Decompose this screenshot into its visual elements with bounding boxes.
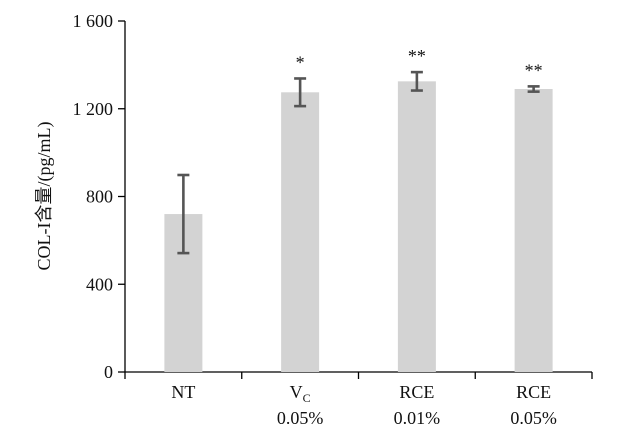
significance-marker: *	[296, 52, 305, 72]
bar	[514, 89, 553, 372]
bars	[164, 81, 553, 372]
category-label-line2: 0.05%	[277, 408, 324, 428]
category-label: RCE	[516, 382, 551, 402]
y-tick-label: 400	[86, 274, 113, 294]
category-labels: NT VC 0.05% RCE 0.01% RCE 0.05%	[171, 382, 557, 428]
significance-markers: * ****	[296, 46, 543, 80]
bar	[281, 92, 320, 372]
category-label-line2: 0.05%	[510, 408, 557, 428]
bar	[397, 81, 436, 372]
y-axis-label: COL-I含量/(pg/mL)	[34, 122, 55, 271]
significance-marker: **	[408, 46, 426, 66]
x-axis	[124, 371, 593, 379]
y-tick-label: 1 200	[73, 99, 114, 119]
category-label: VC	[290, 382, 311, 405]
significance-marker: **	[525, 60, 543, 80]
y-tick-label: 1 600	[73, 11, 114, 31]
y-tick-label: 0	[104, 362, 113, 382]
error-bars	[177, 70, 540, 255]
category-label-line2: 0.01%	[394, 408, 441, 428]
y-tick-label: 800	[86, 187, 113, 207]
category-label: NT	[171, 382, 195, 402]
y-axis: 0 400 800 1 200 1 600	[73, 11, 126, 382]
category-label-subscript: C	[303, 391, 311, 405]
category-label: RCE	[399, 382, 434, 402]
